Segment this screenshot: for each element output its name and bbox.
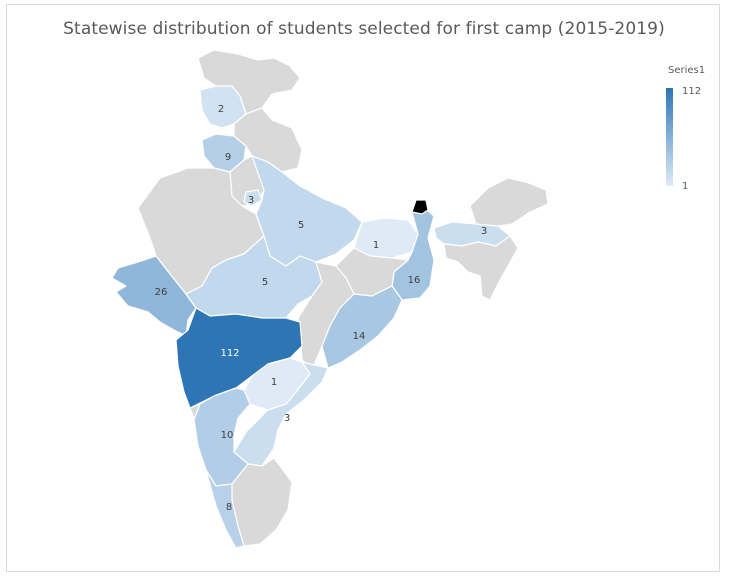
legend-max-label: 112 [682,86,701,97]
state-arunachal-pradesh [469,177,549,227]
state-bihar [353,217,419,259]
state-chhattisgarh [297,261,355,371]
value-label-odisha: 14 [353,331,366,342]
value-label-west-bengal: 16 [408,275,421,286]
state-uttar-pradesh [251,155,363,267]
state-northeast [443,235,519,301]
state-sikkim [411,199,429,215]
state-west-bengal [391,205,435,301]
chart-title: Statewise distribution of students selec… [63,19,665,39]
state-delhi [243,189,263,207]
state-karnataka [193,387,251,487]
value-label-uttar-pradesh: 5 [298,220,304,231]
legend: Series1 112 1 [666,65,705,192]
value-label-madhya-pradesh: 5 [262,277,268,288]
value-label-gujarat: 26 [155,287,168,298]
state-kerala [205,469,245,549]
value-label-delhi: 3 [248,195,254,206]
value-label-andhra-pradesh: 3 [284,413,290,424]
legend-series-name: Series1 [668,65,705,76]
value-label-maharashtra: 112 [220,348,239,359]
value-label-bihar: 1 [373,240,379,251]
state-odisha [321,285,403,369]
value-label-karnataka: 10 [221,430,234,441]
value-label-kerala: 8 [226,502,232,513]
value-label-punjab: 9 [225,152,231,163]
state-gujarat [111,255,197,337]
legend-min-label: 1 [682,181,688,192]
legend-color-scale [666,88,673,186]
value-label-telangana: 1 [271,377,277,388]
value-label-assam: 3 [481,226,487,237]
value-label-himachal-pradesh: 2 [218,104,224,115]
